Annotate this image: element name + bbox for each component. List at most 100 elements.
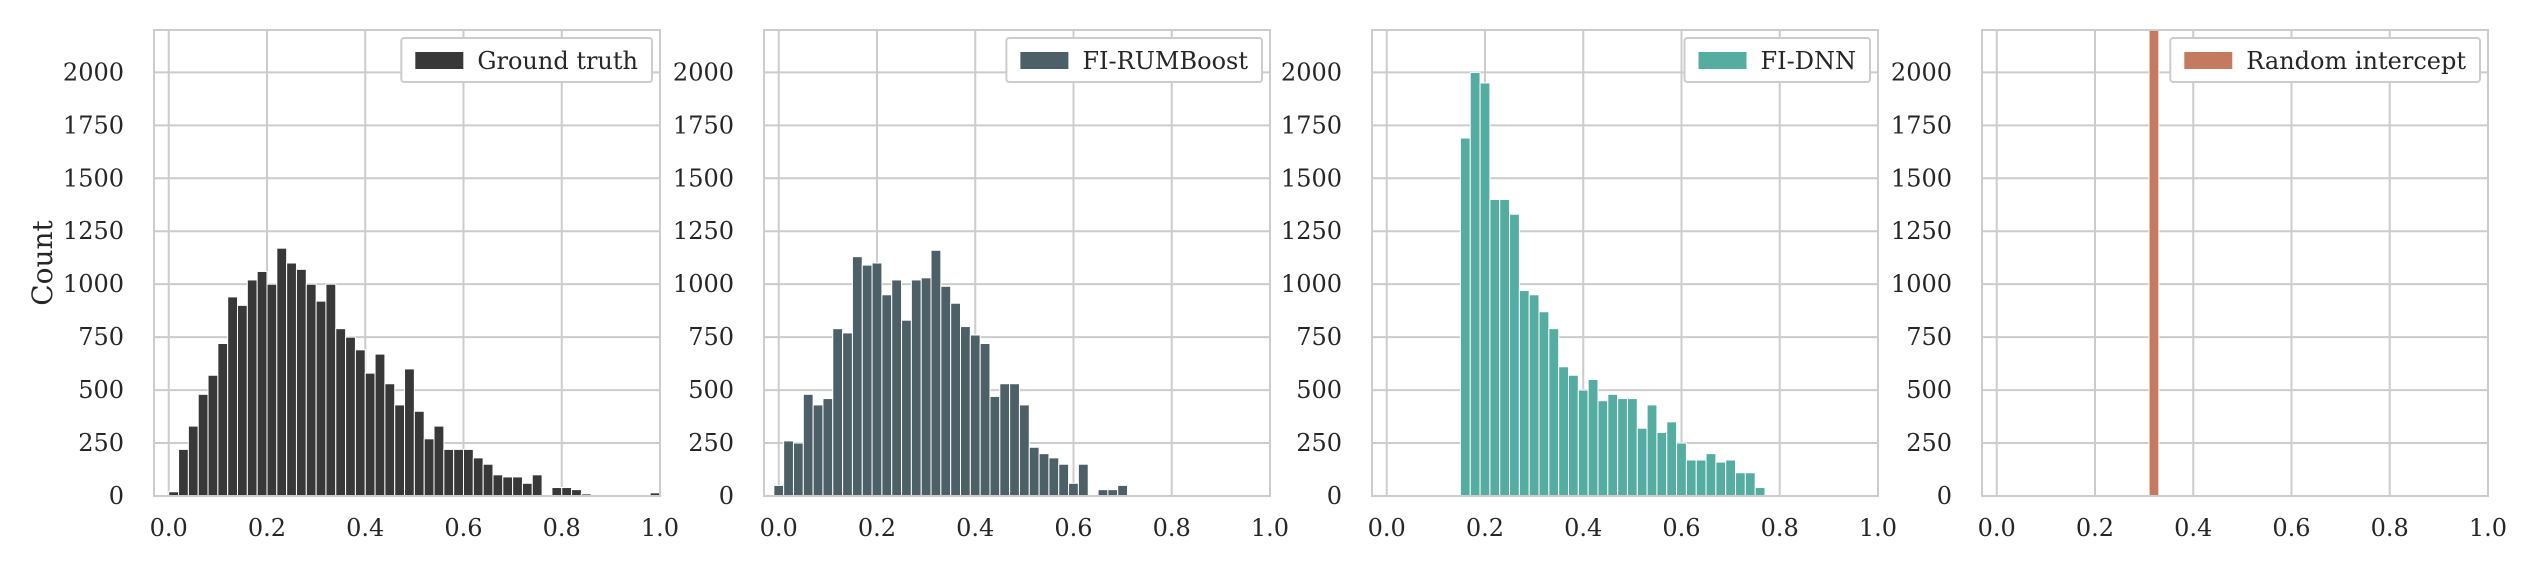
- histogram-bar: [2148, 29, 2160, 497]
- y-tick-label: 1500: [63, 164, 124, 192]
- legend-box: [400, 37, 653, 83]
- y-tick-labels: 0 250 500 750 1000 1250 1500 1750 2000: [63, 58, 124, 510]
- x-tick-label: 0.6: [1662, 514, 1700, 542]
- histogram-bar: [792, 442, 804, 497]
- x-tick-labels: 0.0 0.2 0.4 0.6 0.8 1.0: [1978, 514, 2507, 542]
- histogram-bar: [325, 283, 337, 497]
- histogram-bar: [822, 398, 834, 497]
- legend: FI-DNN: [1683, 37, 1871, 83]
- histogram-bar: [256, 270, 268, 497]
- histogram-bar: [276, 247, 288, 497]
- axes-frame: [1371, 29, 1879, 497]
- histogram-bar: [1028, 446, 1040, 497]
- y-tick-label: 0: [109, 482, 124, 510]
- legend: FI-RUMBoost: [1005, 37, 1263, 83]
- histogram-bar: [832, 328, 844, 497]
- histogram-bar: [960, 326, 971, 497]
- histogram-bar: [1459, 137, 1471, 497]
- y-tick-label: 1250: [673, 217, 734, 245]
- x-tick-label: 0.2: [248, 514, 286, 542]
- x-tick-label: 0.6: [2272, 514, 2310, 542]
- histogram-bar: [305, 283, 317, 497]
- legend-label: Ground truth: [477, 47, 638, 75]
- y-tick-label: 750: [78, 323, 124, 351]
- y-tick-label: 1000: [1891, 270, 1952, 298]
- histogram-bar: [207, 374, 219, 497]
- x-tick-label: 0.8: [2371, 514, 2409, 542]
- histogram-bar: [354, 349, 366, 497]
- histogram-bar: [969, 334, 981, 497]
- y-tick-label: 2000: [63, 58, 124, 86]
- y-tick-labels: 0 250 500 750 1000 1250 1500 1750 2000: [1281, 58, 1342, 510]
- histogram-bar: [1469, 71, 1481, 497]
- histogram-bar: [1587, 379, 1599, 497]
- histogram-bar: [364, 372, 376, 497]
- x-tick-labels: 0.0 0.2 0.4 0.6 0.8 1.0: [1368, 514, 1897, 542]
- histogram-bar: [433, 425, 445, 497]
- histogram-bar: [773, 484, 785, 497]
- y-tick-label: 1000: [63, 270, 124, 298]
- histogram-bar: [1577, 389, 1589, 497]
- x-tick-label: 0.4: [956, 514, 994, 542]
- histogram-bar: [286, 262, 297, 497]
- x-tick-label: 0.0: [150, 514, 188, 542]
- y-tick-label: 750: [1906, 323, 1952, 351]
- x-tick-label: 0.0: [1978, 514, 2016, 542]
- y-tick-label: 1500: [1891, 164, 1952, 192]
- histogram-bar: [1479, 82, 1491, 497]
- histogram-bar: [197, 393, 209, 497]
- histogram-bar: [453, 448, 464, 497]
- histogram-bar: [1735, 472, 1746, 497]
- legend-swatch: [2184, 52, 2233, 69]
- histogram-bar: [802, 393, 814, 497]
- x-tick-label: 0.8: [1761, 514, 1799, 542]
- x-tick-labels: 0.0 0.2 0.4 0.6 0.8 1.0: [760, 514, 1289, 542]
- histogram-bar: [940, 285, 952, 497]
- x-tick-label: 0.4: [2174, 514, 2212, 542]
- histogram-bar: [1646, 404, 1658, 497]
- x-tick-labels: 0.0 0.2 0.4 0.6 0.8 1.0: [150, 514, 679, 542]
- y-tick-label: 750: [688, 323, 734, 351]
- legend-swatch: [415, 52, 464, 69]
- histogram-bar: [1518, 290, 1530, 497]
- histogram-bar: [1656, 431, 1668, 497]
- histogram-bar: [1528, 294, 1540, 497]
- histogram-bar: [1705, 453, 1717, 497]
- y-tick-label: 1750: [63, 111, 124, 139]
- histogram-bar: [1538, 311, 1550, 497]
- histogram-bar: [335, 328, 347, 497]
- histogram-bar: [531, 474, 543, 497]
- histogram-bar: [512, 476, 523, 497]
- histogram-bar: [266, 283, 278, 497]
- histogram-bar: [920, 277, 932, 497]
- histogram-bar: [910, 279, 922, 497]
- histogram-bar: [1489, 198, 1501, 497]
- x-tick-label: 0.4: [346, 514, 384, 542]
- y-axis-label: Count: [26, 219, 59, 305]
- y-tick-label: 500: [78, 376, 124, 404]
- histogram-bar: [227, 296, 239, 497]
- y-tick-label: 1250: [63, 217, 124, 245]
- histogram-bar: [295, 268, 307, 497]
- y-tick-label: 1750: [673, 111, 734, 139]
- y-tick-label: 500: [688, 376, 734, 404]
- histogram-bar: [891, 279, 903, 497]
- x-tick-label: 1.0: [1859, 514, 1897, 542]
- y-tick-label: 250: [1906, 429, 1952, 457]
- axes-frame: [153, 29, 661, 497]
- x-tick-label: 0.0: [1368, 514, 1406, 542]
- legend-box: [1005, 37, 1263, 83]
- histogram-bar: [551, 487, 563, 497]
- x-tick-label: 0.8: [1153, 514, 1191, 542]
- histogram-bar: [812, 404, 824, 497]
- histogram-bar: [1725, 459, 1737, 497]
- histogram-bar: [237, 304, 248, 497]
- histogram-bar: [423, 438, 435, 497]
- histogram-bar: [394, 404, 406, 497]
- histogram-bar: [404, 368, 415, 497]
- y-tick-label: 0: [719, 482, 734, 510]
- histogram-bar: [1009, 383, 1020, 497]
